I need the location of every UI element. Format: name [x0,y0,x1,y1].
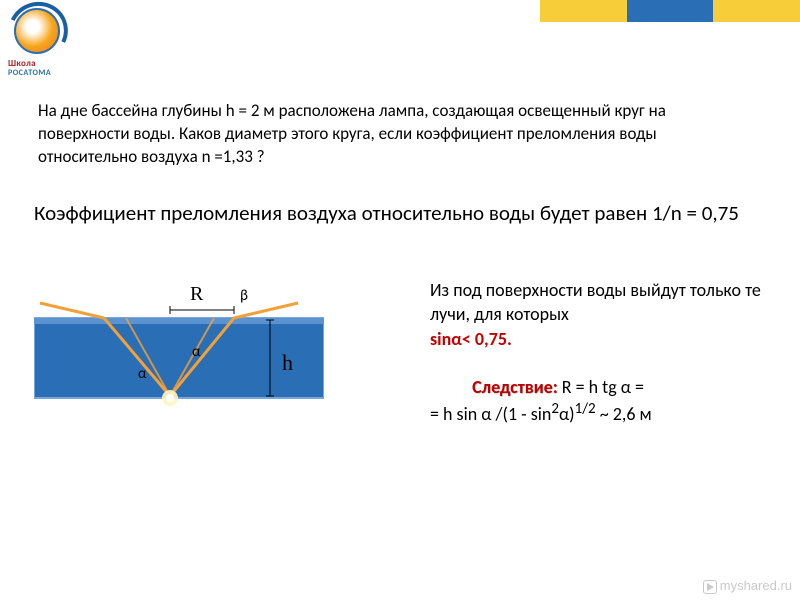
ray-right-out [234,303,298,318]
explanation-block: Из под поверхности воды выйдут только те… [430,278,790,427]
top-accent-bar [540,0,800,22]
watermark-text: myshared.ru [720,578,792,593]
ray-left-out [40,303,104,318]
consequence-line2-pre: = h sin α /(1 - sin [430,403,551,425]
logo-subtitle: РОСАТОМА [8,68,51,78]
lamp-core [166,394,174,402]
water-surface-highlight [34,318,324,324]
refraction-diagram: R β α α h [34,278,324,423]
consequence-label: Следствие: [472,376,558,398]
label-beta: β [240,287,248,305]
explanation-intro: Из под поверхности воды выйдут только те… [430,279,761,325]
accent-seg-yellow [540,0,627,22]
consequence-line2-post: ~ 2,6 м [596,403,652,425]
problem-statement: На дне бассейна глубины h = 2 м располож… [38,100,758,169]
label-h: h [282,350,293,375]
condition-inequality: sinα< 0,75. [430,328,512,350]
accent-seg-blue [627,0,714,22]
label-alpha-left: α [138,365,147,383]
play-icon [703,580,717,594]
accent-seg-yellow [713,0,800,22]
consequence-line1: R = h tg α = [558,376,644,398]
label-R: R [190,283,204,305]
watermark: myshared.ru [703,578,792,594]
consequence-line2-mid: α) [559,403,575,425]
diagram-svg: R β α α h [34,278,324,423]
consequence-sup2: 1/2 [575,400,596,418]
consequence-sup1: 2 [551,400,559,418]
coefficient-note: Коэффициент преломления воздуха относите… [34,200,754,227]
label-alpha-right: α [192,343,201,361]
